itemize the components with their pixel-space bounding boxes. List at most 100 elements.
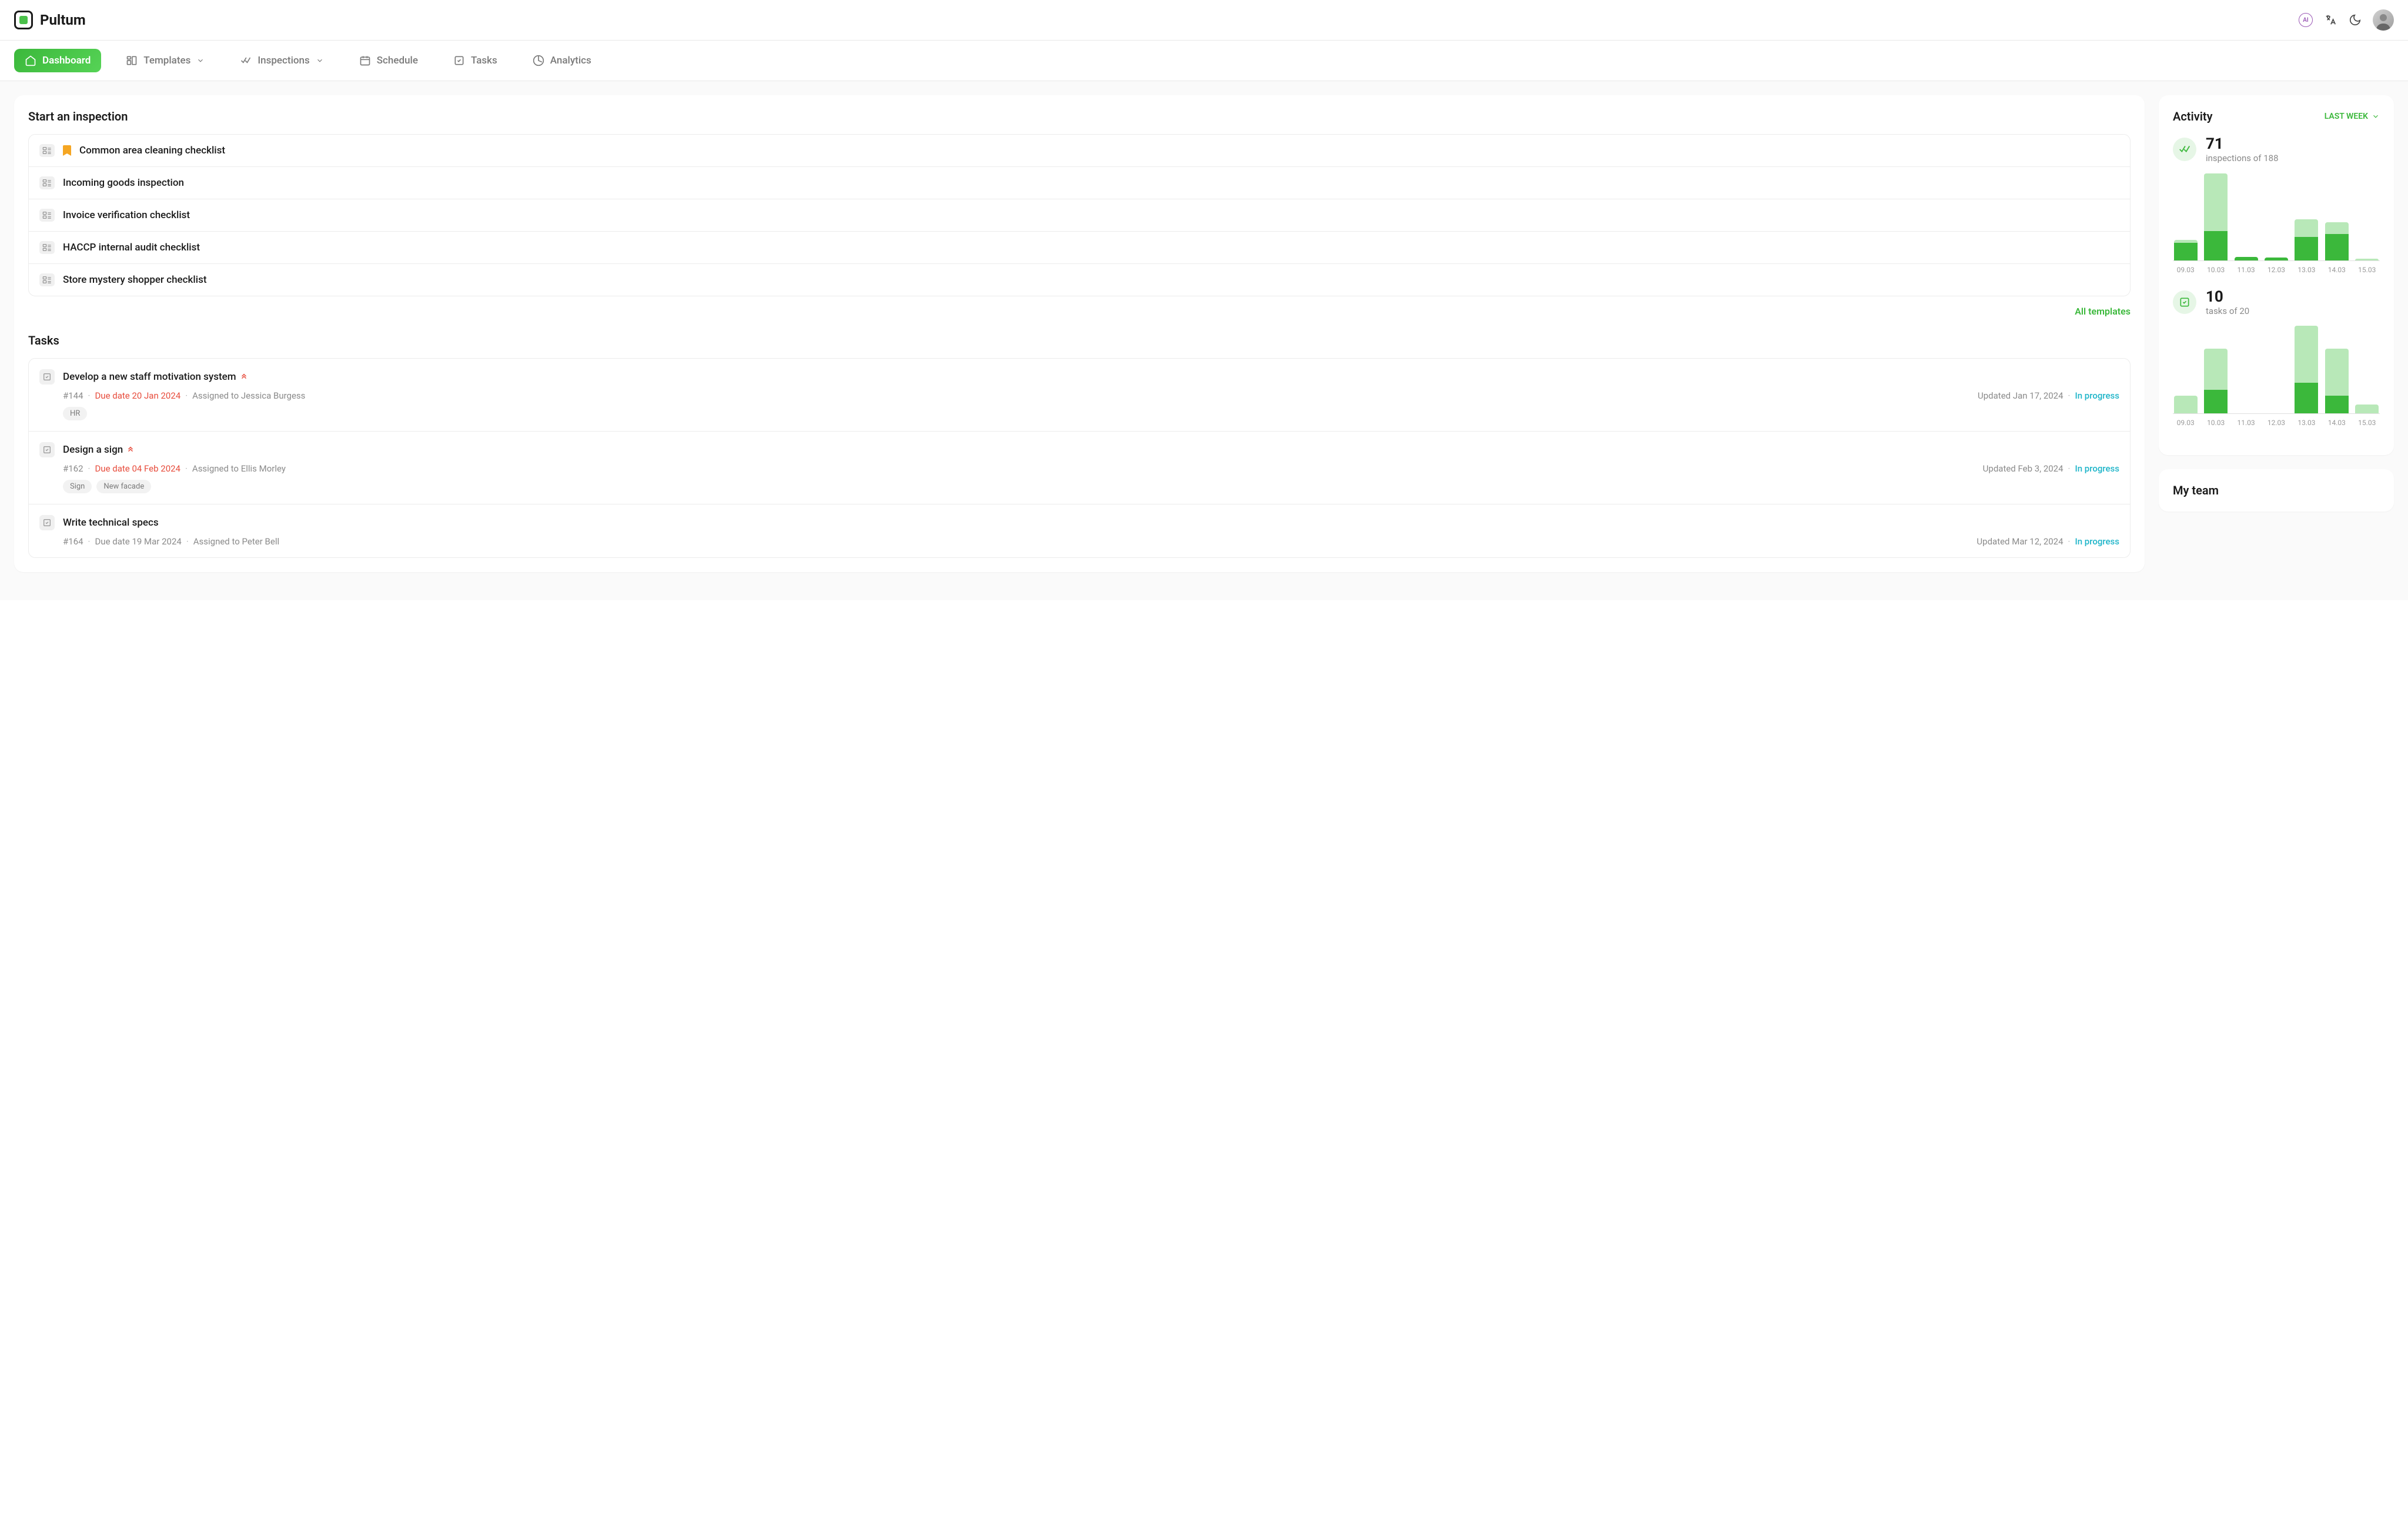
chart-label: 15.03 <box>2355 419 2380 427</box>
tasks-title: Tasks <box>28 333 2131 347</box>
check-icon <box>2173 138 2196 161</box>
nav-analytics-label: Analytics <box>550 55 591 66</box>
nav-schedule[interactable]: Schedule <box>349 49 429 72</box>
chart-label: 14.03 <box>2324 266 2349 274</box>
task-check-icon <box>2173 290 2196 314</box>
nav-dashboard-label: Dashboard <box>42 55 91 66</box>
nav-dashboard[interactable]: Dashboard <box>14 49 101 72</box>
left-column: Start an inspection Common area cleaning… <box>14 95 2145 586</box>
nav-templates[interactable]: Templates <box>115 49 215 72</box>
inspection-item[interactable]: Common area cleaning checklist <box>29 135 2130 167</box>
activity-title: Activity <box>2173 109 2213 123</box>
chart-label: 09.03 <box>2173 266 2198 274</box>
inspection-item[interactable]: HACCP internal audit checklist <box>29 232 2130 264</box>
inspections-chart: 09.0310.0311.0312.0313.0314.0315.03 <box>2173 173 2380 274</box>
task-checkbox-icon[interactable] <box>39 369 55 385</box>
bar-dark <box>2174 243 2198 260</box>
task-status: In progress <box>2075 463 2119 474</box>
bar-light <box>2204 173 2228 231</box>
task-updated: Updated Feb 3, 2024 <box>1983 463 2063 474</box>
chart-label: 11.03 <box>2233 266 2259 274</box>
task-title: Develop a new staff motivation system <box>63 371 248 383</box>
task-updated: Updated Mar 12, 2024 <box>1976 536 2063 547</box>
inspection-item-label: Common area cleaning checklist <box>79 145 225 156</box>
my-team-title: My team <box>2173 483 2380 497</box>
analytics-icon <box>533 55 544 66</box>
bar-dark <box>2295 383 2318 413</box>
bar-light <box>2295 219 2318 237</box>
all-templates-link[interactable]: All templates <box>2075 306 2131 317</box>
right-column: Activity LAST WEEK 71 inspections of 188… <box>2159 95 2394 586</box>
nav-tasks[interactable]: Tasks <box>443 49 508 72</box>
nav-inspections[interactable]: Inspections <box>229 49 334 72</box>
task-item[interactable]: Write technical specs#164·Due date 19 Ma… <box>29 504 2130 557</box>
inspections-stat: 71 inspections of 188 <box>2173 135 2380 163</box>
task-assigned: Assigned to Jessica Burgess <box>192 390 305 401</box>
task-item[interactable]: Develop a new staff motivation system#14… <box>29 359 2130 432</box>
logo[interactable]: Pultum <box>14 11 86 29</box>
task-status: In progress <box>2075 390 2119 401</box>
inspection-item[interactable]: Invoice verification checklist <box>29 199 2130 232</box>
inspection-item-label: Store mystery shopper checklist <box>63 274 206 286</box>
theme-toggle-icon[interactable] <box>2348 13 2362 27</box>
task-tag: HR <box>63 407 87 420</box>
activity-filter-label: LAST WEEK <box>2325 112 2368 121</box>
start-inspection-title: Start an inspection <box>28 109 2131 123</box>
nav-schedule-label: Schedule <box>377 55 418 66</box>
task-list: Develop a new staff motivation system#14… <box>28 358 2131 558</box>
ai-icon[interactable]: AI <box>2299 13 2313 27</box>
activity-card: Activity LAST WEEK 71 inspections of 188… <box>2159 95 2394 455</box>
inspection-item[interactable]: Incoming goods inspection <box>29 167 2130 199</box>
bookmark-icon <box>63 145 71 156</box>
chart-label: 09.03 <box>2173 419 2198 427</box>
task-title: Write technical specs <box>63 517 159 529</box>
priority-high-icon <box>240 372 248 380</box>
template-icon <box>39 241 55 254</box>
bar-dark <box>2325 234 2349 260</box>
task-checkbox-icon[interactable] <box>39 515 55 530</box>
bar-dark <box>2204 390 2228 413</box>
task-updated: Updated Jan 17, 2024 <box>1978 390 2063 401</box>
chart-label: 13.03 <box>2294 419 2319 427</box>
tasks-count: 10 <box>2206 288 2249 306</box>
inspection-item[interactable]: Store mystery shopper checklist <box>29 264 2130 296</box>
bar-dark <box>2235 257 2258 260</box>
nav-analytics[interactable]: Analytics <box>522 49 602 72</box>
tasks-icon <box>453 55 465 66</box>
inspection-list: Common area cleaning checklist Incoming g… <box>28 134 2131 296</box>
calendar-icon <box>359 55 371 66</box>
template-icon <box>39 144 55 157</box>
bar-light <box>2295 326 2318 383</box>
bar-dark <box>2204 231 2228 260</box>
chart-label: 13.03 <box>2294 266 2319 274</box>
template-icon <box>39 209 55 222</box>
chart-label: 10.03 <box>2203 266 2228 274</box>
start-inspection-card: Start an inspection Common area cleaning… <box>14 95 2145 572</box>
templates-icon <box>126 55 138 66</box>
inspection-item-label: HACCP internal audit checklist <box>63 242 200 253</box>
nav-tasks-label: Tasks <box>471 55 497 66</box>
inspection-item-label: Invoice verification checklist <box>63 209 190 221</box>
task-id: #162 <box>63 463 83 474</box>
task-assigned: Assigned to Ellis Morley <box>192 463 286 474</box>
bar-light <box>2174 396 2198 413</box>
tasks-label: tasks of 20 <box>2206 306 2249 316</box>
avatar[interactable] <box>2373 9 2394 31</box>
logo-icon <box>14 11 33 29</box>
header-actions: AI <box>2299 9 2394 31</box>
translate-icon[interactable] <box>2323 13 2337 27</box>
tasks-section: Tasks Develop a new staff motivation sys… <box>28 333 2131 558</box>
main-content: Start an inspection Common area cleaning… <box>0 81 2408 600</box>
inspections-label: inspections of 188 <box>2206 153 2279 163</box>
chart-label: 12.03 <box>2263 266 2289 274</box>
task-item[interactable]: Design a sign#162·Due date 04 Feb 2024·A… <box>29 432 2130 504</box>
chart-label: 11.03 <box>2233 419 2259 427</box>
activity-filter[interactable]: LAST WEEK <box>2325 112 2380 121</box>
bar-light <box>2355 405 2379 413</box>
main-nav: Dashboard Templates Inspections Schedule… <box>0 41 2408 81</box>
task-status: In progress <box>2075 536 2119 547</box>
chart-label: 12.03 <box>2263 419 2289 427</box>
task-checkbox-icon[interactable] <box>39 442 55 457</box>
task-assigned: Assigned to Peter Bell <box>193 536 279 547</box>
nav-inspections-label: Inspections <box>257 55 309 66</box>
